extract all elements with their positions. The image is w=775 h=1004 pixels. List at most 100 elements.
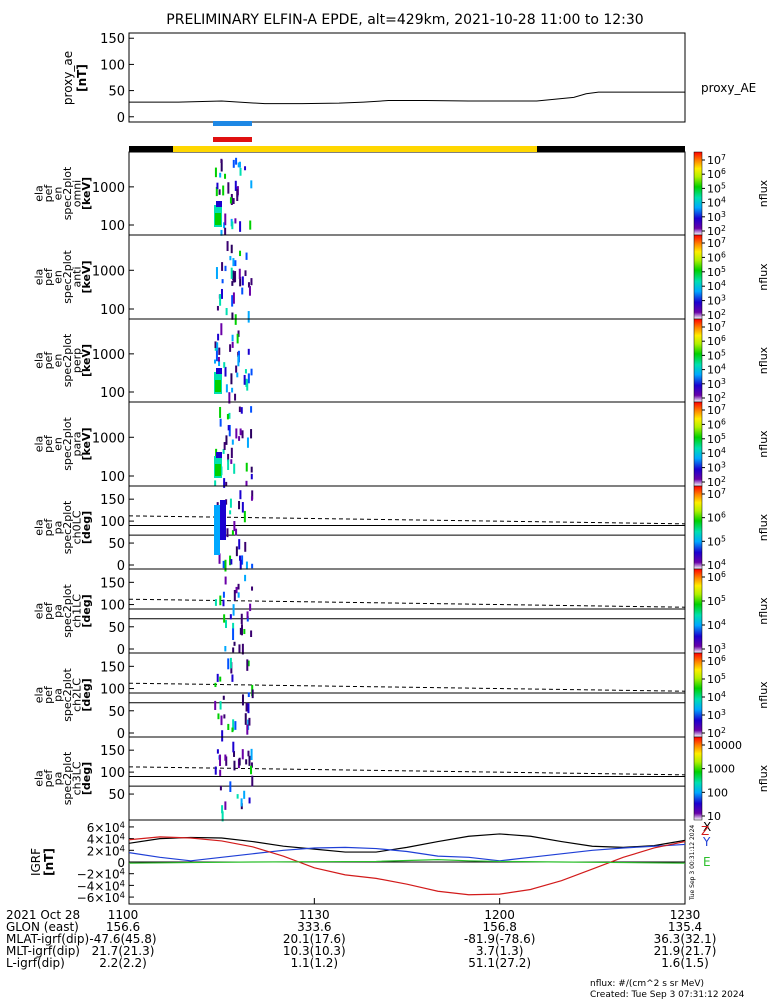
para-data-cell [245,480,248,487]
para-data-cell [228,412,231,419]
omni-data-cell [229,197,232,204]
omni-colorbar-tick-label: 103 [707,210,726,224]
ch2LC-data-cell [232,719,235,731]
ch1LC-data-cell [244,574,247,582]
ch2LC-data-cell [241,694,244,706]
anti-data-cell [232,292,235,304]
ch0LC-data-cell [245,561,248,570]
panel-anti: 1000100elapefenspec2plotanti[keV]1071061… [32,234,770,325]
igrf-tick-label: −2×104 [77,867,125,882]
panel-omni: 1000100elapefenspec2plotomni[keV]1071061… [32,151,770,238]
perp-ylabel-line: en [51,354,64,368]
ch2LC-data-cell [246,659,249,671]
para-colorbar-tick-label: 105 [707,432,726,446]
omni-ylabel-line: en [51,187,64,201]
ch3LC-data-cell [243,790,246,799]
anti-ylabel-line: anti [70,266,83,287]
ch3LC-colorbar-label: nflux [757,764,770,792]
anti-tick-label: 100 [100,303,125,318]
footer-created: Created: Tue Sep 3 07:31:12 2024 [590,990,745,1000]
ch1LC-colorbar-tick-label: 106 [707,570,726,584]
perp-ylabel-line: spec2plot [61,333,74,387]
omni-colorbar [693,151,703,236]
ch3LC-frame [128,736,686,821]
para-data-cell [214,480,217,487]
omni-data-cell [224,173,227,179]
ch2LC-data-cell [227,723,230,730]
anti-data-cell [250,278,253,286]
perp-bright-cell [216,368,222,374]
perp-data-cell [236,372,239,378]
table-cell: 156.8 [482,920,516,934]
anti-data-cell [234,314,237,325]
anti-data-cell [232,258,235,267]
table-cell: 36.3(32.1) [654,932,717,946]
para-data-cell [227,453,230,462]
para-data-cell [223,442,226,450]
ch2LC-loss-cone-dashed [128,682,686,692]
ch3LC-data-cell [247,750,250,757]
anti-colorbar-tick-label: 106 [707,250,726,264]
ch1LC-data-cell [233,641,236,646]
ch0LC-data-cell [231,530,234,535]
perp-data-cell [217,333,220,341]
perp-ylabel-line: perp [70,348,83,373]
omni-data-cell [224,213,227,226]
omni-data-cell [237,162,240,168]
anti-data-cell [219,294,222,306]
anti-data-cell [244,270,247,277]
state-bar-yellow [173,146,537,152]
ch2LC-ylabel-line: spec2plot [61,668,74,722]
anti-data-cell [233,272,236,283]
ch2LC-data-cell [223,714,226,719]
ch0LC-data-cell [241,555,244,565]
ch0LC-data-cell [251,563,254,569]
ch2LC-data-cell [217,713,220,720]
table-cell: 2.2(2.2) [99,956,147,970]
anti-data-cell [231,295,234,307]
igrf-series-Z [128,836,686,896]
omni-frame [128,151,686,236]
proxy-ae-ylabel-line: proxy_ae [61,51,75,105]
para-colorbar-tick-label: 106 [707,417,726,431]
para-data-cell [235,428,238,439]
table-cell: 21.9(21.7) [654,944,717,958]
para-data-cell [227,459,230,471]
anti-ylabel-line: [keV] [80,260,93,293]
ch0LC-data-cell [225,499,228,505]
perp-ylabel-line: ela [32,352,45,369]
anti-data-cell [230,267,233,279]
ch0LC-ylabel-line: spec2plot [61,500,74,554]
ch1LC-tick-label: 100 [100,599,125,614]
para-data-cell [238,406,241,413]
perp-data-cell [237,330,240,337]
footer-units: nflux: #/(cm^2 s sr MeV) [590,979,704,989]
table-row-label: GLON (east) [6,920,79,934]
ch0LC-data-cell [251,490,254,500]
omni-data-cell [227,182,230,194]
anti-data-cell [247,311,250,323]
table-cell: 1.6(1.5) [661,956,709,970]
ch1LC-data-cell [223,614,226,623]
perp-data-cell [215,349,218,362]
ch0LC-data-cell [235,546,238,557]
perp-data-cell [217,357,220,362]
para-data-cell [225,435,228,445]
ch2LC-ylabel-line: pa [51,688,64,702]
para-data-cell [240,407,243,414]
omni-colorbar-tick-label: 105 [707,181,726,195]
ch1LC-data-cell [250,630,253,638]
igrf-tick-label: 2×104 [87,843,125,858]
omni-data-cell [231,221,234,230]
ch3LC-data-cell [233,760,236,771]
proxy-ae-legend: proxy_AE [701,81,756,95]
igrf-ylabel-unit: [nT] [42,848,56,876]
ch3LC-data-cell [219,754,222,767]
anti-data-cell [241,276,244,286]
para-data-cell [241,430,244,439]
ch0LC-data-cell [224,559,227,572]
ch3LC-data-cell [233,751,236,757]
anti-colorbar-label: nflux [757,263,770,291]
ch1LC-data-cell [224,646,227,652]
para-colorbar-tick-label: 103 [707,461,726,475]
